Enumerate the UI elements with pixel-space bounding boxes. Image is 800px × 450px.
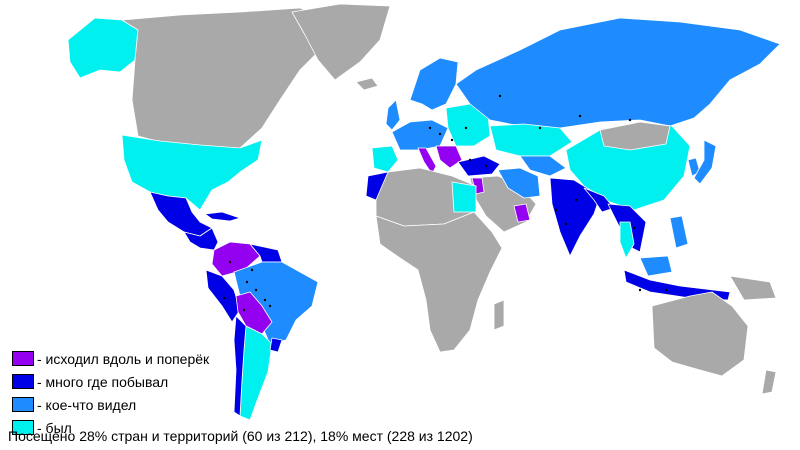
visited-place-dot: [664, 288, 668, 292]
scandinavia: [409, 57, 459, 111]
legend-swatch: [12, 397, 34, 412]
central-america: [183, 227, 219, 251]
visited-place-dot: [250, 268, 254, 272]
uk: [385, 99, 401, 131]
visited-place-dot: [632, 226, 636, 230]
turkey-caucasus: [457, 155, 501, 177]
visited-place-dot: [564, 222, 568, 226]
visited-place-dot: [222, 296, 226, 300]
visited-place-dot: [578, 114, 582, 118]
canada: [121, 7, 331, 149]
usa: [121, 134, 263, 211]
visited-place-dot: [268, 304, 272, 308]
mongolia: [599, 121, 671, 151]
new-zealand: [761, 369, 777, 395]
visited-place-dot: [464, 126, 468, 130]
alaska: [67, 17, 139, 79]
france-central-europe: [391, 119, 449, 151]
chile: [233, 315, 247, 417]
visited-place-dot: [638, 288, 642, 292]
uae-oman: [513, 203, 531, 223]
ecuador-peru: [205, 269, 241, 323]
madagascar: [493, 299, 505, 331]
greenland: [291, 3, 391, 81]
iberia: [371, 145, 399, 173]
legend-label: - много где побывал: [37, 373, 169, 390]
bolivia-paraguay: [235, 291, 273, 335]
egypt: [451, 181, 477, 213]
visited-place-dot: [468, 158, 472, 162]
legend-item-been: - был: [12, 416, 209, 439]
kazakhstan: [489, 123, 573, 157]
visited-place-dot: [245, 280, 249, 284]
visited-place-dot: [450, 138, 454, 142]
visited-place-dot: [574, 198, 578, 202]
legend-label: - кое-что видел: [37, 396, 137, 413]
visited-place-dot: [242, 308, 246, 312]
visited-place-dot: [538, 126, 542, 130]
nepal-bangladesh: [583, 187, 615, 213]
central-asia: [519, 155, 567, 177]
land-layer: [67, 3, 781, 421]
india: [549, 177, 601, 257]
legend-label: - был: [37, 419, 72, 436]
australia: [651, 291, 749, 377]
visit-summary: Посещено 28% стран и территорий (60 из 2…: [8, 428, 473, 444]
legend-item-seen-some: - кое-что видел: [12, 393, 209, 416]
cuba: [204, 211, 241, 222]
taiwan-philippines: [669, 215, 689, 249]
legend-swatch: [12, 420, 34, 435]
legend-swatch: [12, 351, 34, 366]
visited-place-dot: [554, 208, 558, 212]
sub-saharan-africa: [375, 211, 503, 353]
visited-place-dot: [254, 288, 258, 292]
iran: [497, 167, 541, 199]
colombia-venezuela: [211, 241, 261, 277]
malaysia: [639, 255, 673, 277]
japan: [693, 139, 717, 185]
visited-place-dot: [484, 164, 488, 168]
uruguay: [269, 337, 283, 353]
visited-place-dot: [428, 126, 432, 130]
visited-place-dot: [438, 132, 442, 136]
visited-place-dot: [498, 94, 502, 98]
russia: [455, 17, 781, 129]
visited-place-dot: [228, 260, 232, 264]
new-guinea: [729, 275, 777, 301]
balkans: [435, 145, 463, 169]
legend-item-visited-many: - много где побывал: [12, 370, 209, 393]
legend-swatch: [12, 374, 34, 389]
indonesia: [623, 269, 731, 301]
map-legend: - исходил вдоль и поперёк - много где по…: [12, 347, 209, 439]
legend-item-traveled-across: - исходил вдоль и поперёк: [12, 347, 209, 370]
italy: [417, 147, 437, 175]
visited-place-dots: [222, 94, 668, 312]
iceland: [355, 77, 379, 91]
thailand: [619, 221, 635, 259]
visited-place-dot: [628, 118, 632, 122]
legend-label: - исходил вдоль и поперёк: [37, 350, 210, 367]
visited-place-dot: [263, 298, 267, 302]
